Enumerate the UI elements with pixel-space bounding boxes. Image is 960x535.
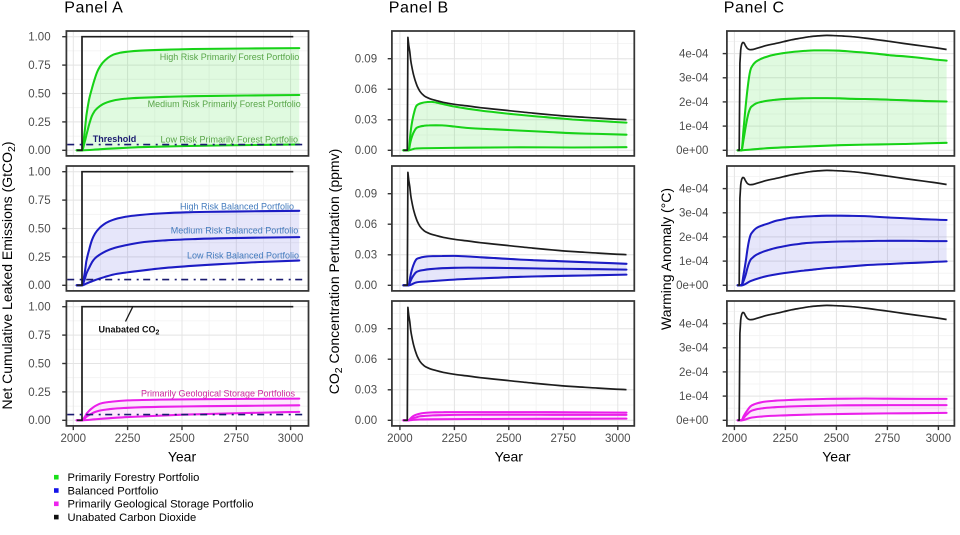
svg-text:Panel C: Panel C xyxy=(724,0,785,17)
svg-text:2250: 2250 xyxy=(442,433,468,445)
svg-text:2000: 2000 xyxy=(387,433,413,445)
svg-text:0.50: 0.50 xyxy=(28,358,50,370)
svg-text:Net Cumulative Leaked Emission: Net Cumulative Leaked Emissions (GtCO2) xyxy=(0,141,18,409)
svg-text:Low Risk Primarily Forest Port: Low Risk Primarily Forest Portfolio xyxy=(161,134,299,144)
svg-text:0.09: 0.09 xyxy=(355,324,377,336)
svg-text:Low Risk Balanced Portfolio: Low Risk Balanced Portfolio xyxy=(187,250,299,260)
svg-text:0.00: 0.00 xyxy=(355,415,377,427)
svg-text:2250: 2250 xyxy=(115,433,141,445)
svg-text:Year: Year xyxy=(495,449,524,465)
svg-text:0.00: 0.00 xyxy=(28,415,50,427)
svg-text:Balanced Portfolio: Balanced Portfolio xyxy=(68,485,159,497)
svg-text:Warming Anomaly (°C): Warming Anomaly (°C) xyxy=(658,188,674,330)
svg-text:2250: 2250 xyxy=(773,433,799,445)
svg-text:0.75: 0.75 xyxy=(28,60,50,72)
svg-text:Medium Risk Primarily Forest P: Medium Risk Primarily Forest Portfolio xyxy=(148,99,301,109)
svg-text:Primarily Forestry Portfolio: Primarily Forestry Portfolio xyxy=(68,472,200,484)
svg-text:0.50: 0.50 xyxy=(28,223,50,235)
svg-text:CO2 Concentration Perturbation: CO2 Concentration Perturbation (ppmv) xyxy=(326,149,345,395)
svg-text:0.03: 0.03 xyxy=(355,385,377,397)
svg-text:2750: 2750 xyxy=(875,433,901,445)
svg-text:2500: 2500 xyxy=(169,433,195,445)
svg-text:0.03: 0.03 xyxy=(355,250,377,262)
svg-text:Medium Risk Balanced Portfolio: Medium Risk Balanced Portfolio xyxy=(171,226,299,236)
svg-text:High Risk Primarily Forest Por: High Risk Primarily Forest Portfolio xyxy=(160,52,300,62)
svg-text:Primarily Geological Storage P: Primarily Geological Storage Portfolio xyxy=(68,499,254,511)
svg-text:0.00: 0.00 xyxy=(28,280,50,292)
svg-text:4e-04: 4e-04 xyxy=(679,319,709,331)
svg-text:3e-04: 3e-04 xyxy=(679,208,709,220)
svg-text:3e-04: 3e-04 xyxy=(679,73,709,85)
svg-text:0.06: 0.06 xyxy=(355,354,377,366)
svg-text:Primarily Geological Storage P: Primarily Geological Storage Portfolios xyxy=(141,389,296,399)
svg-text:0e+00: 0e+00 xyxy=(676,280,708,292)
svg-text:Panel B: Panel B xyxy=(389,0,449,17)
svg-text:High Risk Balanced Portfolio: High Risk Balanced Portfolio xyxy=(180,202,294,212)
svg-text:4e-04: 4e-04 xyxy=(679,184,709,196)
svg-text:2000: 2000 xyxy=(61,433,87,445)
svg-text:2000: 2000 xyxy=(722,433,748,445)
svg-text:1e-04: 1e-04 xyxy=(679,256,709,268)
svg-text:2e-04: 2e-04 xyxy=(679,367,709,379)
svg-text:0.00: 0.00 xyxy=(355,145,377,157)
svg-text:Unabated CO2: Unabated CO2 xyxy=(99,325,160,337)
svg-text:2500: 2500 xyxy=(824,433,850,445)
svg-text:0.00: 0.00 xyxy=(355,280,377,292)
svg-text:3000: 3000 xyxy=(926,433,952,445)
svg-text:0.09: 0.09 xyxy=(355,54,377,66)
svg-text:2e-04: 2e-04 xyxy=(679,97,709,109)
svg-text:0.03: 0.03 xyxy=(355,115,377,127)
svg-text:2500: 2500 xyxy=(496,433,522,445)
svg-text:Unabated Carbon Dioxide: Unabated Carbon Dioxide xyxy=(68,512,197,524)
svg-text:0.25: 0.25 xyxy=(28,387,50,399)
svg-text:1.00: 1.00 xyxy=(28,167,50,179)
svg-text:0.06: 0.06 xyxy=(355,219,377,231)
svg-text:1.00: 1.00 xyxy=(28,302,50,314)
svg-text:0.06: 0.06 xyxy=(355,84,377,96)
svg-text:3000: 3000 xyxy=(605,433,631,445)
svg-text:Panel A: Panel A xyxy=(64,0,123,17)
svg-text:3000: 3000 xyxy=(278,433,304,445)
svg-text:0.25: 0.25 xyxy=(28,252,50,264)
svg-text:0e+00: 0e+00 xyxy=(676,415,708,427)
svg-text:0.00: 0.00 xyxy=(28,145,50,157)
svg-text:2750: 2750 xyxy=(224,433,250,445)
svg-text:Year: Year xyxy=(822,449,851,465)
svg-text:1e-04: 1e-04 xyxy=(679,391,709,403)
svg-text:0.25: 0.25 xyxy=(28,117,50,129)
svg-text:0.50: 0.50 xyxy=(28,88,50,100)
svg-text:0.75: 0.75 xyxy=(28,330,50,342)
svg-text:1.00: 1.00 xyxy=(28,32,50,44)
svg-text:3e-04: 3e-04 xyxy=(679,343,709,355)
svg-text:Year: Year xyxy=(168,449,197,465)
svg-text:Threshold: Threshold xyxy=(93,134,137,144)
svg-text:0.09: 0.09 xyxy=(355,189,377,201)
svg-text:4e-04: 4e-04 xyxy=(679,49,709,61)
svg-text:2e-04: 2e-04 xyxy=(679,232,709,244)
svg-text:1e-04: 1e-04 xyxy=(679,121,709,133)
svg-text:2750: 2750 xyxy=(551,433,577,445)
svg-text:0.75: 0.75 xyxy=(28,195,50,207)
svg-text:0e+00: 0e+00 xyxy=(676,145,708,157)
